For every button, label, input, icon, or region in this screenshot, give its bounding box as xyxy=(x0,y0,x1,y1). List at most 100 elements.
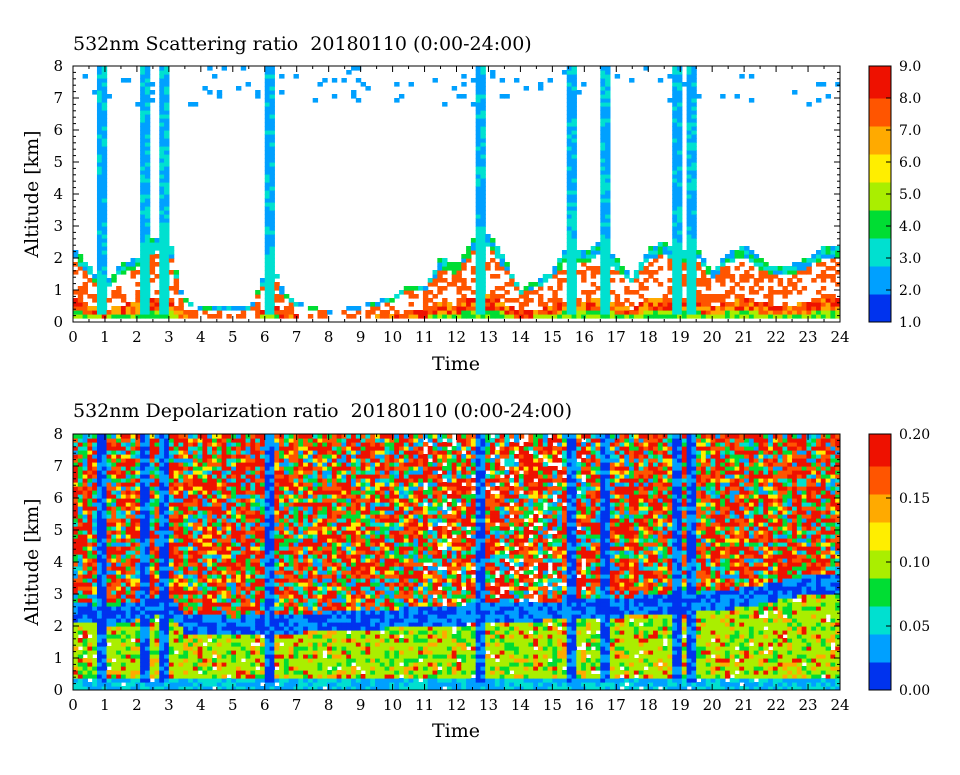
heatmap-cell xyxy=(653,278,658,283)
heatmap-cell xyxy=(763,266,768,271)
heatmap-cell xyxy=(111,650,116,655)
heatmap-cell xyxy=(754,254,759,259)
heatmap-cell xyxy=(524,294,529,299)
heatmap-cell xyxy=(102,522,107,527)
heatmap-cell xyxy=(97,106,102,111)
heatmap-cell xyxy=(92,442,97,447)
colorbar-swatch xyxy=(869,298,891,303)
heatmap-cell xyxy=(691,274,696,279)
heatmap-cell xyxy=(246,534,251,539)
heatmap-cell xyxy=(236,550,241,555)
heatmap-cell xyxy=(159,254,164,259)
heatmap-cell xyxy=(78,602,83,607)
heatmap-cell xyxy=(447,282,452,287)
heatmap-cell xyxy=(677,190,682,195)
heatmap-cell xyxy=(802,262,807,267)
heatmap-cell xyxy=(92,482,97,487)
heatmap-cell xyxy=(97,446,102,451)
heatmap-cell xyxy=(270,274,275,279)
heatmap-cell xyxy=(672,94,677,99)
heatmap-cell xyxy=(135,462,140,467)
heatmap-cell xyxy=(667,258,672,263)
heatmap-cell xyxy=(193,446,198,451)
heatmap-cell xyxy=(87,434,92,439)
heatmap-cell xyxy=(260,278,265,283)
heatmap-cell xyxy=(178,510,183,515)
heatmap-cell xyxy=(145,206,150,211)
heatmap-cell xyxy=(121,650,126,655)
heatmap-cell xyxy=(672,178,677,183)
heatmap-cell xyxy=(274,294,279,299)
heatmap-cell xyxy=(92,506,97,511)
heatmap-cell xyxy=(255,682,260,687)
heatmap-cell xyxy=(207,582,212,587)
heatmap-cell xyxy=(735,298,740,303)
heatmap-cell xyxy=(174,522,179,527)
heatmap-cell xyxy=(677,298,682,303)
heatmap-cell xyxy=(102,446,107,451)
heatmap-cell xyxy=(135,478,140,483)
heatmap-cell xyxy=(97,218,102,223)
heatmap-cell xyxy=(572,246,577,251)
heatmap-cell xyxy=(111,562,116,567)
heatmap-cell xyxy=(150,674,155,679)
heatmap-cell xyxy=(691,214,696,219)
heatmap-cell xyxy=(677,170,682,175)
heatmap-cell xyxy=(806,310,811,315)
heatmap-cell xyxy=(92,630,97,635)
heatmap-cell xyxy=(92,618,97,623)
heatmap-cell xyxy=(159,214,164,219)
heatmap-cell xyxy=(433,302,438,307)
heatmap-cell xyxy=(270,98,275,103)
heatmap-cell xyxy=(222,654,227,659)
heatmap-cell xyxy=(524,290,529,295)
heatmap-cell xyxy=(270,218,275,223)
heatmap-cell xyxy=(231,642,236,647)
heatmap-cell xyxy=(178,674,183,679)
heatmap-cell xyxy=(87,494,92,499)
heatmap-cell xyxy=(207,458,212,463)
heatmap-cell xyxy=(202,470,207,475)
heatmap-cell xyxy=(658,246,663,251)
heatmap-cell xyxy=(687,314,692,319)
heatmap-cell xyxy=(111,622,116,627)
heatmap-cell xyxy=(126,574,131,579)
heatmap-cell xyxy=(107,510,112,515)
heatmap-cell xyxy=(121,514,126,519)
heatmap-cell xyxy=(222,446,227,451)
heatmap-cell xyxy=(461,286,466,291)
heatmap-cell xyxy=(193,570,198,575)
heatmap-cell xyxy=(687,262,692,267)
heatmap-cell xyxy=(222,454,227,459)
heatmap-cell xyxy=(121,678,126,683)
heatmap-cell xyxy=(217,482,222,487)
heatmap-cell xyxy=(159,166,164,171)
heatmap-cell xyxy=(504,94,509,99)
heatmap-cell xyxy=(241,510,246,515)
heatmap-cell xyxy=(154,298,159,303)
heatmap-cell xyxy=(154,502,159,507)
heatmap-cell xyxy=(102,578,107,583)
heatmap-cell xyxy=(677,166,682,171)
heatmap-cell xyxy=(687,198,692,203)
heatmap-cell xyxy=(159,206,164,211)
heatmap-cell xyxy=(557,266,562,271)
heatmap-cell xyxy=(193,522,198,527)
heatmap-cell xyxy=(605,142,610,147)
heatmap-cell xyxy=(241,562,246,567)
heatmap-cell xyxy=(226,666,231,671)
heatmap-cell xyxy=(150,82,155,87)
heatmap-cell xyxy=(154,630,159,635)
heatmap-cell xyxy=(87,450,92,455)
heatmap-cell xyxy=(97,478,102,483)
heatmap-cell xyxy=(97,518,102,523)
heatmap-cell xyxy=(423,306,428,311)
heatmap-cell xyxy=(514,282,519,287)
heatmap-cell xyxy=(658,282,663,287)
heatmap-cell xyxy=(102,134,107,139)
heatmap-cell xyxy=(658,250,663,255)
heatmap-cell xyxy=(212,586,217,591)
heatmap-cell xyxy=(476,290,481,295)
heatmap-cell xyxy=(131,682,136,687)
heatmap-cell xyxy=(600,270,605,275)
